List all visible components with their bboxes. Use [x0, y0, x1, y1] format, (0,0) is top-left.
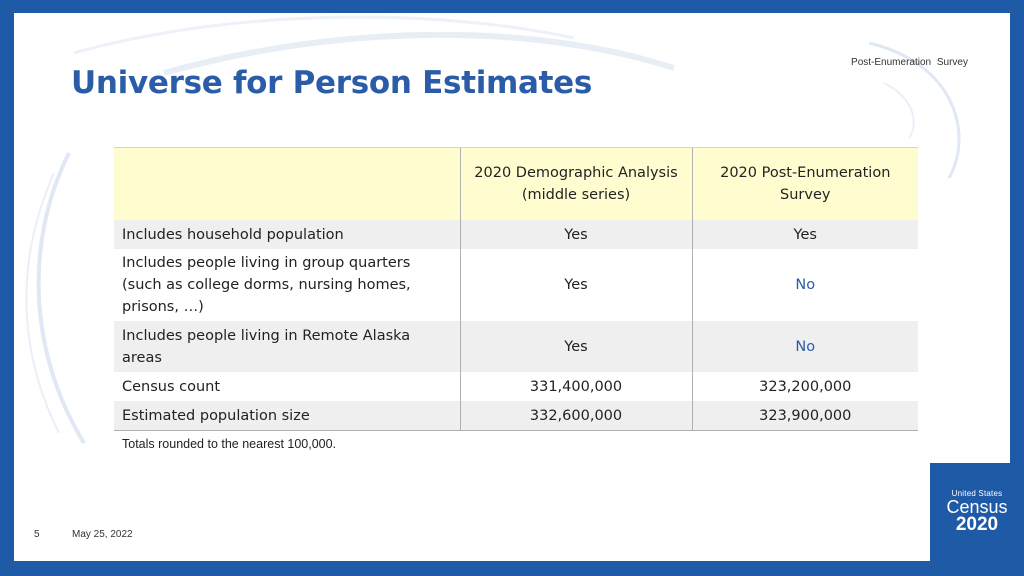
cell-value: 323,200,000: [691, 372, 918, 401]
logo-year: 2020: [955, 514, 999, 535]
census-2020-logo: United States Census 2020: [930, 463, 1024, 561]
table-header-empty: [114, 147, 460, 220]
cell-value-no: No: [691, 321, 918, 372]
comparison-table: 2020 Demographic Analysis (middle series…: [114, 147, 918, 431]
slide-date: May 25, 2022: [72, 529, 133, 540]
page-title: Universe for Person Estimates: [71, 65, 593, 101]
table-row: Includes people living in group quarters…: [114, 249, 918, 321]
table-header-row: 2020 Demographic Analysis (middle series…: [114, 147, 918, 220]
cell-value-no: No: [691, 249, 918, 321]
logo-census: Census: [946, 497, 1008, 517]
row-label: Includes household population: [114, 220, 460, 249]
table-row: Includes people living in Remote Alaska …: [114, 321, 918, 372]
row-label: Includes people living in group quarters…: [122, 255, 411, 315]
table-row: Estimated population size 332,600,000 32…: [114, 401, 918, 431]
row-label: Census count: [122, 378, 221, 395]
cell-value: Yes: [459, 249, 692, 321]
cell-value: Yes: [459, 220, 692, 249]
cell-value: Yes: [459, 321, 692, 372]
slide-number: 5: [34, 529, 40, 540]
cell-value: Yes: [691, 220, 918, 249]
table-row: Includes household population Yes Yes: [114, 220, 918, 249]
cell-value: 332,600,000: [459, 401, 692, 431]
column-header-post-enumeration-survey: 2020 Post-Enumeration Survey: [691, 147, 918, 220]
table-row: Census count 331,400,000 323,200,000: [114, 372, 918, 401]
logo-united-states: United States: [951, 489, 1003, 498]
column-header-demographic-analysis: 2020 Demographic Analysis (middle series…: [459, 147, 692, 220]
cell-value: 323,900,000: [691, 401, 918, 431]
row-label: Includes people living in Remote Alaska …: [114, 321, 460, 372]
header-tag: Post-Enumeration Survey: [851, 57, 968, 68]
cell-value: 331,400,000: [459, 372, 692, 401]
slide: Post-Enumeration Survey Universe for Per…: [14, 13, 1010, 561]
row-label: Estimated population size: [114, 401, 460, 431]
table-footnote: Totals rounded to the nearest 100,000.: [122, 437, 337, 451]
